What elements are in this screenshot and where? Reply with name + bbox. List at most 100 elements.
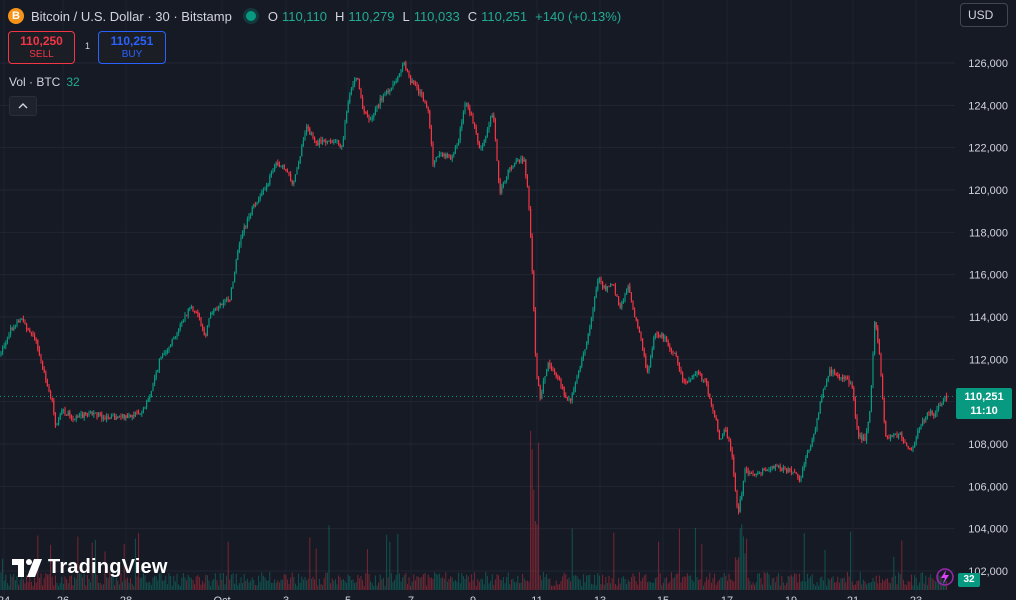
candle-body <box>118 416 120 418</box>
candle-body <box>648 367 650 372</box>
buy-button[interactable]: 110,251 BUY <box>98 31 166 64</box>
volume-bar <box>714 573 716 590</box>
volume-bar <box>416 575 418 590</box>
tradingview-mark-icon <box>12 558 42 577</box>
lightning-icon[interactable] <box>934 567 956 587</box>
volume-bar <box>85 585 87 590</box>
candle-body <box>144 406 146 409</box>
volume-bar <box>794 573 796 590</box>
volume-bar <box>614 584 616 590</box>
volume-bar <box>210 585 212 590</box>
volume-bar <box>936 581 938 590</box>
volume-bar <box>322 585 324 590</box>
volume-bar <box>166 584 168 590</box>
ohlc-close-value: 110,251 <box>481 8 528 24</box>
candle-body <box>795 472 797 474</box>
candle-body <box>294 174 296 182</box>
candle-body <box>254 204 256 206</box>
volume-bar <box>480 578 482 590</box>
candle-body <box>909 448 911 450</box>
volume-bar <box>349 575 351 590</box>
candle-body <box>398 73 400 77</box>
tradingview-logo[interactable]: TradingView <box>12 556 168 579</box>
candle-body <box>352 84 354 89</box>
candle-body <box>872 353 874 386</box>
candle-body <box>637 320 639 328</box>
volume-bar <box>186 580 188 590</box>
candle-body <box>771 466 773 469</box>
candle-body <box>768 469 770 471</box>
volume-bar <box>67 583 69 590</box>
candle-body <box>448 154 450 158</box>
candle-body <box>725 429 727 431</box>
candle-body <box>226 298 228 300</box>
volume-bar <box>176 573 178 590</box>
volume-bar <box>894 575 896 590</box>
candle-body <box>486 129 488 137</box>
volume-bar <box>42 585 44 590</box>
volume-bar <box>856 580 858 590</box>
volume-bar <box>707 579 709 590</box>
volume-bar <box>0 572 2 590</box>
volume-bar <box>206 575 208 590</box>
candle-body <box>496 139 498 161</box>
volume-bar <box>298 573 300 590</box>
candle-body <box>66 414 68 416</box>
volume-bar <box>325 572 327 590</box>
candle-body <box>346 112 348 124</box>
volume-bar <box>296 585 298 590</box>
candle-body <box>731 449 733 458</box>
candle-body <box>568 398 570 400</box>
candle-body <box>22 318 24 322</box>
candle-body <box>46 380 48 387</box>
volume-bar <box>405 572 407 590</box>
volume-bar <box>870 582 872 590</box>
volume-bar <box>189 577 191 590</box>
candle-body <box>480 147 482 149</box>
volume-bar <box>451 577 453 590</box>
candle-body <box>510 167 512 169</box>
volume-bar <box>918 582 920 590</box>
volume-bar <box>352 579 354 590</box>
volume-bar <box>901 540 903 590</box>
candle-body <box>904 442 906 444</box>
volume-bar <box>360 576 362 590</box>
volume-bar <box>554 585 556 590</box>
volume-bar <box>706 576 708 590</box>
candle-body <box>818 413 820 419</box>
sell-button[interactable]: 110,250 SELL <box>8 31 75 64</box>
volume-bar <box>872 578 874 590</box>
volume-bar <box>90 582 92 590</box>
volume-bar <box>581 585 583 590</box>
candles <box>0 60 948 515</box>
volume-bar <box>586 575 588 590</box>
candle-body <box>51 397 53 401</box>
volume-bar <box>328 525 330 590</box>
volume-bar <box>750 584 752 590</box>
candle-body <box>232 282 234 289</box>
volume-bar <box>464 579 466 590</box>
candle-body <box>37 340 39 349</box>
volume-bar <box>837 576 839 590</box>
volume-bar <box>450 576 452 590</box>
candle-body <box>382 95 384 101</box>
volume-bar <box>768 574 770 590</box>
symbol-title[interactable]: Bitcoin / U.S. Dollar · 30 · Bitstamp <box>31 8 232 24</box>
volume-bar <box>757 573 759 590</box>
collapse-legend-button[interactable] <box>9 96 37 116</box>
candle-body <box>109 417 111 419</box>
volume-bar <box>294 583 296 590</box>
volume-bar <box>486 575 488 590</box>
candle-body <box>478 142 480 149</box>
volume-bar <box>373 585 375 590</box>
candle-body <box>149 396 151 399</box>
currency-button[interactable]: USD <box>960 3 1008 27</box>
volume-bar <box>430 577 432 590</box>
candle-body <box>720 438 722 440</box>
candle-body <box>582 354 584 359</box>
candle-body <box>219 303 221 307</box>
candle-body <box>640 332 642 339</box>
volume-bar <box>800 581 802 590</box>
candle-body <box>242 232 244 238</box>
